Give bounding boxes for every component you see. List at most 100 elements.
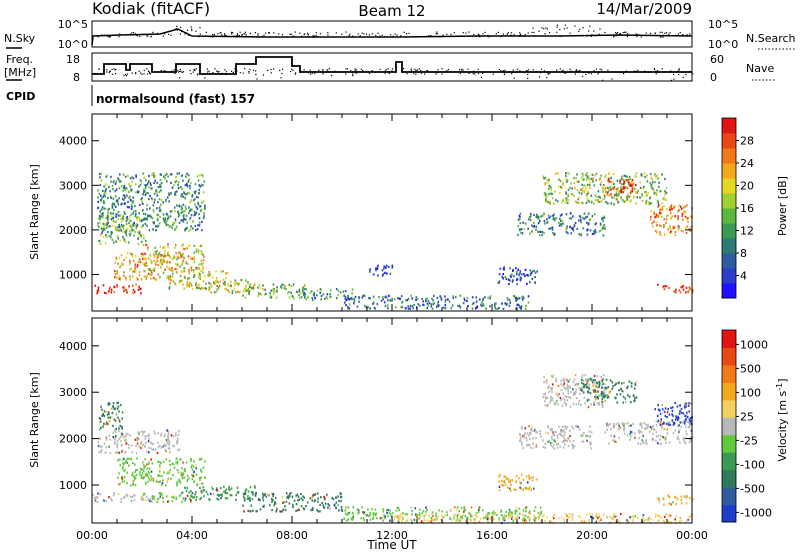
range-cell: [180, 262, 183, 265]
range-cell: [126, 291, 128, 294]
range-cell: [116, 402, 118, 405]
range-cell: [543, 514, 545, 517]
range-cell: [288, 495, 290, 498]
nsearch-dot: [327, 34, 329, 36]
range-cell: [589, 441, 591, 444]
range-cell: [145, 463, 148, 466]
range-cell: [353, 300, 356, 303]
range-cell: [184, 218, 187, 221]
range-cell: [594, 393, 597, 397]
nsearch-dot: [588, 30, 590, 32]
range-cell: [525, 509, 527, 512]
range-cell: [166, 265, 168, 268]
nsearch-dot: [495, 33, 497, 35]
range-cell: [193, 244, 196, 247]
range-cell: [146, 204, 148, 207]
range-cell: [653, 211, 655, 214]
range-cell: [623, 187, 626, 190]
nave-dot: [234, 70, 236, 72]
nsearch-dot: [180, 31, 183, 33]
range-cell: [137, 288, 140, 291]
range-cell: [579, 214, 581, 218]
range-cell: [603, 227, 605, 230]
range-cell: [293, 499, 296, 502]
range-cell: [609, 515, 611, 518]
range-cell: [609, 389, 612, 392]
range-cell: [464, 299, 466, 302]
velocity-colorbar-label: Velocity [m s-1]: [775, 378, 789, 461]
range-cell: [565, 213, 568, 216]
range-cell: [115, 188, 118, 191]
range-cell: [200, 496, 203, 499]
range-cell: [538, 234, 541, 237]
range-cell: [153, 267, 156, 270]
range-cell: [209, 283, 212, 286]
range-cell: [602, 216, 605, 220]
range-cell: [310, 509, 313, 512]
nave-dot: [216, 70, 218, 72]
range-cell: [162, 259, 165, 262]
range-cell: [114, 407, 117, 410]
range-cell: [125, 220, 128, 223]
range-cell: [447, 298, 449, 301]
range-cell: [555, 431, 557, 434]
range-cell: [122, 230, 124, 233]
range-cell: [173, 445, 175, 448]
range-cell: [663, 205, 665, 208]
range-cell: [187, 255, 190, 258]
range-cell: [113, 418, 116, 421]
range-cell: [613, 203, 615, 206]
range-cell: [618, 424, 620, 427]
nave-dot: [242, 72, 244, 74]
range-cell: [620, 512, 622, 516]
range-cell: [459, 519, 461, 522]
colorbar-swatch: [722, 364, 736, 383]
range-cell: [425, 506, 427, 509]
range-cell: [216, 288, 219, 291]
range-cell: [130, 219, 132, 223]
range-cell: [385, 295, 387, 298]
range-cell: [582, 440, 585, 443]
range-cell: [567, 232, 569, 235]
range-cell: [312, 494, 315, 497]
range-cell: [553, 213, 555, 216]
range-cell: [185, 260, 188, 263]
range-cell: [109, 190, 111, 193]
nsearch-dot: [365, 33, 368, 35]
range-cell: [690, 229, 692, 232]
range-cell: [657, 205, 659, 208]
range-cell: [605, 174, 607, 177]
range-cell: [646, 174, 648, 177]
nave-dot: [177, 70, 179, 72]
range-cell: [142, 431, 144, 434]
range-cell: [562, 446, 565, 449]
range-cell: [302, 495, 304, 498]
range-cell: [489, 295, 492, 298]
range-cell: [148, 472, 151, 475]
range-cell: [105, 410, 108, 413]
range-cell: [152, 443, 154, 446]
nave-dot: [115, 68, 117, 71]
range-cell: [198, 273, 201, 276]
range-cell: [147, 440, 150, 443]
range-cell: [168, 443, 171, 447]
range-cell: [177, 460, 179, 463]
range-cell: [196, 175, 199, 178]
range-cell: [680, 426, 683, 429]
range-cell: [114, 419, 117, 422]
range-cell: [99, 493, 102, 496]
range-cell: [650, 183, 653, 186]
nave-dot: [368, 72, 371, 74]
range-cell: [114, 226, 117, 229]
range-cell: [583, 191, 586, 194]
range-cell: [368, 296, 370, 300]
range-cell: [588, 386, 590, 389]
range-cell: [607, 202, 610, 205]
range-cell: [208, 288, 211, 291]
nsearch-dot: [548, 32, 551, 34]
range-cell: [152, 204, 155, 207]
range-cell: [200, 468, 202, 471]
range-cell: [130, 267, 132, 270]
range-cell: [284, 509, 287, 512]
range-cell: [389, 513, 392, 516]
